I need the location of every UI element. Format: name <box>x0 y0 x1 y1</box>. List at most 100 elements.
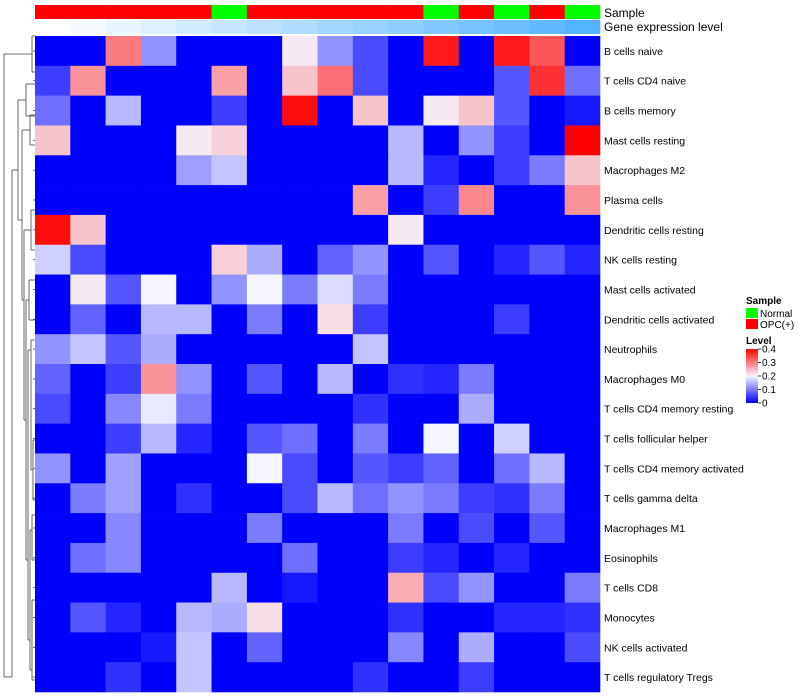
heatmap-cell <box>529 214 565 246</box>
heatmap-cell <box>282 632 318 663</box>
heatmap-cell <box>494 423 530 454</box>
heatmap-cell <box>458 513 495 544</box>
heatmap-cell <box>458 483 495 514</box>
heatmap-cell <box>211 632 248 663</box>
heatmap-cell <box>35 393 71 424</box>
heatmap-cell <box>529 274 565 305</box>
heatmap-cell <box>423 572 460 603</box>
heatmap-cell <box>388 155 424 186</box>
heatmap-cell <box>35 274 71 305</box>
heatmap-cell <box>282 125 318 156</box>
heatmap-cell <box>35 662 71 693</box>
heatmap-cell <box>458 542 495 574</box>
heatmap-cell <box>176 453 212 484</box>
heatmap-cell <box>282 393 318 424</box>
heatmap-cell <box>70 304 106 335</box>
heatmap-cell <box>352 483 389 514</box>
heatmap-cell <box>246 572 283 603</box>
heatmap-cell <box>352 632 389 663</box>
heatmap-cell <box>246 185 283 216</box>
heatmap-cell <box>423 304 460 335</box>
row-label: B cells memory <box>604 106 677 118</box>
sample-annotation-cell <box>317 5 354 19</box>
heatmap-cell <box>282 36 318 67</box>
legend-swatch-opc <box>746 319 758 329</box>
heatmap-cell <box>458 572 495 603</box>
level-annotation-cell <box>176 20 212 34</box>
heatmap-cell <box>70 542 106 574</box>
heatmap-cell <box>176 65 212 96</box>
heatmap-cell <box>388 185 424 216</box>
heatmap-cell <box>494 155 530 186</box>
heatmap-cell <box>140 304 177 335</box>
heatmap-cell <box>564 65 601 96</box>
heatmap-cell <box>35 334 71 365</box>
heatmap-cell <box>211 393 248 424</box>
heatmap-cell <box>176 364 212 395</box>
heatmap-cell <box>317 334 354 365</box>
heatmap-cell <box>494 65 530 96</box>
heatmap-cell <box>388 453 424 484</box>
heatmap-cell <box>70 483 106 514</box>
heatmap-cell <box>564 483 601 514</box>
heatmap-cell <box>494 572 530 603</box>
heatmap-cell <box>388 214 424 246</box>
heatmap-cell <box>282 483 318 514</box>
heatmap-cell <box>246 513 283 544</box>
heatmap-cell <box>70 274 106 305</box>
heatmap-cell <box>494 95 530 126</box>
heatmap-cell <box>70 65 106 96</box>
heatmap-cell <box>246 364 283 395</box>
heatmap-cell <box>352 65 389 96</box>
heatmap-cell <box>35 155 71 186</box>
heatmap-cell <box>317 185 354 216</box>
heatmap-cell <box>564 185 601 216</box>
heatmap-cell <box>388 483 424 514</box>
heatmap-cell <box>423 155 460 186</box>
heatmap-cell <box>70 423 106 454</box>
heatmap-cell <box>388 65 424 96</box>
heatmap-cell <box>352 185 389 216</box>
heatmap-cell <box>246 304 283 335</box>
sample-annotation-track <box>35 5 601 19</box>
heatmap-cell <box>211 244 248 275</box>
legend-sample-title: Sample <box>746 296 782 307</box>
heatmap-cell <box>282 244 318 275</box>
sample-annotation-cell <box>529 5 565 19</box>
heatmap-cell <box>246 602 283 633</box>
level-annotation-cell <box>70 20 106 34</box>
heatmap-cell <box>494 185 530 216</box>
row-label: Plasma cells <box>604 195 663 207</box>
heatmap-cell <box>140 65 177 96</box>
heatmap-cell <box>70 214 106 246</box>
row-label: Neutrophils <box>604 344 657 356</box>
heatmap-cell <box>140 453 177 484</box>
heatmap-cell <box>282 334 318 365</box>
sample-annotation-cell <box>176 5 212 19</box>
heatmap-cell <box>282 572 318 603</box>
heatmap-cell <box>388 602 424 633</box>
heatmap-cell <box>529 662 565 693</box>
heatmap-cell <box>176 572 212 603</box>
heatmap-cell <box>388 572 424 603</box>
legend-level-tick-label: 0 <box>762 399 768 410</box>
heatmap-cell <box>105 453 142 484</box>
heatmap-cell <box>105 334 142 365</box>
level-annotation-cell <box>423 20 460 34</box>
heatmap-cell <box>352 513 389 544</box>
row-label: Dendritic cells resting <box>604 225 704 237</box>
heatmap-cell <box>35 185 71 216</box>
heatmap-cell <box>564 304 601 335</box>
heatmap-cell <box>282 214 318 246</box>
heatmap-cell <box>352 364 389 395</box>
heatmap-cell <box>176 125 212 156</box>
heatmap-cell <box>423 542 460 574</box>
heatmap-cell <box>317 364 354 395</box>
heatmap-cell <box>317 513 354 544</box>
level-annotation-cell <box>105 20 142 34</box>
sample-annotation-cell <box>352 5 389 19</box>
heatmap-cell <box>140 364 177 395</box>
heatmap-cell <box>352 393 389 424</box>
heatmap-cell <box>423 244 460 275</box>
